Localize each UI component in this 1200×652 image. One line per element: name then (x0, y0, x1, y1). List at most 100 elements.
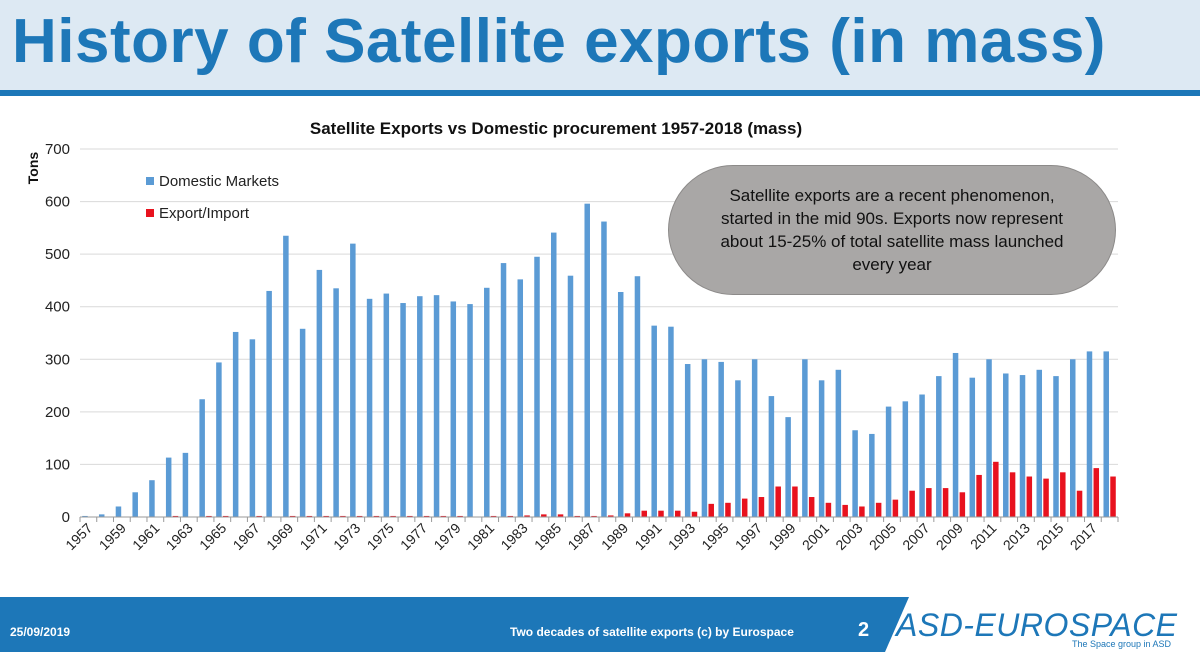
footer-date: 25/09/2019 (10, 625, 71, 639)
y-tick-label: 400 (45, 299, 70, 316)
x-tick-label: 2005 (866, 520, 899, 553)
bar-export-1995 (725, 502, 731, 517)
x-tick-label: 1959 (96, 520, 129, 553)
bar-domestic-2016 (1069, 359, 1076, 517)
bar-export-1975 (390, 515, 396, 517)
x-tick-label: 1973 (330, 520, 363, 553)
bar-export-2005 (892, 499, 899, 517)
bar-domestic-1993 (684, 364, 691, 517)
bar-domestic-2003 (852, 430, 858, 517)
bar-export-1987 (591, 515, 597, 517)
bar-domestic-1975 (383, 293, 390, 517)
bar-export-1999 (792, 486, 798, 517)
bar-domestic-1980 (467, 304, 473, 517)
bar-export-1977 (423, 515, 430, 517)
bar-export-1983 (524, 515, 530, 517)
y-tick-label: 500 (45, 246, 70, 263)
legend: Domestic Markets Export/Import (146, 173, 279, 222)
y-axis-ticks: 0 100 200 300 400 500 600 700 (45, 141, 70, 526)
bar-domestic-1978 (433, 295, 440, 517)
bar-domestic-2002 (835, 369, 842, 517)
bar-domestic-1967 (249, 339, 256, 517)
bar-domestic-2013 (1019, 375, 1026, 517)
bar-export-1996 (741, 498, 748, 517)
bar-domestic-2011 (986, 359, 992, 517)
bar-export-1973 (356, 515, 363, 517)
bar-export-1965 (222, 515, 229, 517)
bar-export-1981 (490, 515, 497, 517)
bar-export-1991 (658, 510, 664, 517)
bar-domestic-1966 (232, 331, 239, 517)
title-band: History of Satellite exports (in mass) (0, 0, 1200, 90)
bar-export-1969 (289, 515, 296, 517)
x-axis-ticks: 1957 1959 1961 1963 1965 1967 1969 1971 1973 1975… (62, 520, 1100, 553)
x-tick-label: 1991 (631, 520, 664, 553)
bar-export-1976 (407, 515, 413, 517)
bar-domestic-1960 (132, 492, 138, 517)
bar-export-1985 (557, 514, 564, 517)
bar-domestic-1982 (500, 263, 507, 517)
bar-export-2008 (942, 488, 949, 517)
bar-domestic-1981 (484, 287, 490, 517)
bar-domestic-2012 (1003, 373, 1009, 517)
bar-domestic-2018 (1103, 351, 1109, 517)
bar-domestic-1992 (668, 326, 674, 517)
bar-domestic-2008 (936, 376, 942, 517)
bar-domestic-1991 (651, 325, 657, 517)
bar-export-2001 (825, 502, 832, 517)
bar-domestic-1965 (216, 362, 222, 517)
bar-domestic-1977 (417, 296, 423, 517)
bar-export-1998 (775, 486, 781, 517)
bar-export-2018 (1110, 476, 1116, 517)
slide-title: History of Satellite exports (in mass) (12, 7, 1106, 76)
bar-domestic-1979 (450, 301, 457, 517)
bar-domestic-2009 (952, 352, 959, 517)
x-tick-label: 2001 (799, 520, 832, 553)
bar-export-1970 (306, 515, 313, 517)
bar-export-1984 (541, 514, 547, 517)
bar-export-1962 (172, 515, 179, 517)
callout-note: Satellite exports are a recent phenomeno… (668, 165, 1116, 295)
y-axis-label: Tons (25, 152, 41, 185)
bar-chart: Satellite Exports vs Domestic procuremen… (25, 119, 1119, 553)
bar-export-2011 (993, 461, 999, 517)
x-tick-label: 2011 (967, 520, 1000, 553)
footer: 25/09/2019 Two decades of satellite expo… (0, 597, 1200, 652)
legend-swatch-domestic (146, 177, 154, 185)
bar-domestic-1994 (701, 359, 708, 517)
x-tick-label: 1997 (732, 520, 765, 553)
y-tick-label: 200 (45, 404, 70, 421)
bar-domestic-2006 (902, 401, 909, 517)
x-tick-label: 1989 (598, 520, 631, 553)
bar-export-1979 (457, 515, 463, 517)
x-tick-label: 2017 (1067, 520, 1100, 553)
x-tick-label: 1985 (531, 520, 564, 553)
bar-domestic-1998 (768, 396, 775, 517)
x-tick-label: 1981 (464, 520, 497, 553)
bar-domestic-2001 (818, 380, 825, 517)
x-tick-label: 1987 (564, 520, 597, 553)
bar-domestic-1974 (366, 298, 373, 517)
bar-export-2014 (1043, 478, 1049, 517)
legend-label-domestic: Domestic Markets (159, 173, 279, 190)
bar-export-1997 (758, 497, 765, 517)
y-tick-label: 300 (45, 351, 70, 368)
x-tick-label: 1963 (163, 520, 196, 553)
y-tick-label: 100 (45, 456, 70, 473)
x-tick-label: 2015 (1033, 520, 1066, 553)
x-tick-label: 1993 (665, 520, 698, 553)
bar-domestic-1958 (98, 514, 105, 517)
bar-domestic-1961 (149, 480, 155, 517)
bar-export-1986 (574, 515, 581, 517)
bar-domestic-1996 (735, 380, 741, 517)
x-tick-label: 1999 (765, 520, 798, 553)
chart-title: Satellite Exports vs Domestic procuremen… (310, 119, 802, 138)
bar-domestic-2004 (869, 433, 875, 517)
bar-domestic-1968 (266, 290, 272, 517)
bar-export-1972 (340, 515, 346, 517)
x-tick-label: 1969 (263, 520, 296, 553)
bar-domestic-1976 (400, 303, 406, 517)
x-tick-label: 1967 (230, 520, 263, 553)
x-tick-label: 2013 (1000, 520, 1033, 553)
bar-export-2002 (842, 504, 848, 517)
